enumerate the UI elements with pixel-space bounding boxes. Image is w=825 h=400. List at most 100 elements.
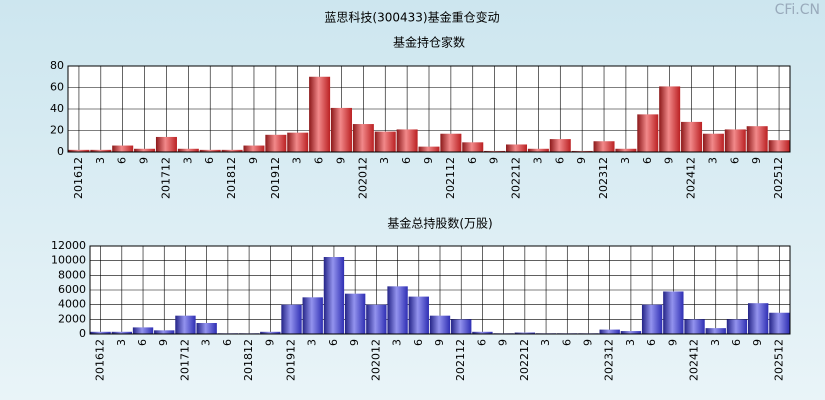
- bar: [90, 331, 111, 334]
- x-tick-label: 202512: [772, 339, 785, 381]
- bar: [154, 330, 175, 334]
- bar: [302, 297, 323, 334]
- bar: [243, 145, 265, 152]
- x-tick-label: 201912: [285, 339, 298, 381]
- bar: [330, 107, 352, 152]
- x-tick-label: 6: [466, 157, 479, 164]
- x-tick-label: 9: [751, 339, 764, 346]
- bar: [196, 323, 217, 334]
- bar: [705, 328, 726, 334]
- x-tick-label: 6: [412, 339, 425, 346]
- y-tick-label: 12000: [51, 239, 86, 252]
- x-tick-label: 201712: [178, 339, 191, 381]
- plot-border: [89, 245, 791, 335]
- x-tick-label: 9: [666, 339, 679, 346]
- x-tick-label: 3: [539, 339, 552, 346]
- bar: [265, 134, 287, 152]
- bar: [352, 124, 374, 152]
- x-tick-label: 202412: [685, 157, 698, 199]
- x-tick-label: 202012: [356, 157, 369, 199]
- x-tick-label: 202012: [369, 339, 382, 381]
- bar: [177, 148, 199, 152]
- bar: [418, 146, 440, 152]
- x-tick-label: 3: [115, 339, 128, 346]
- bar: [396, 129, 418, 152]
- x-tick-label: 3: [181, 157, 194, 164]
- x-tick-label: 9: [433, 339, 446, 346]
- chart-title: 基金总持股数(万股): [387, 216, 492, 231]
- bar: [260, 331, 281, 334]
- bar: [155, 136, 177, 152]
- bar: [90, 149, 112, 152]
- bar: [599, 329, 620, 334]
- x-tick-label: 9: [348, 339, 361, 346]
- bar: [462, 142, 484, 152]
- x-tick-label: 6: [136, 339, 149, 346]
- x-tick-label: 202112: [454, 339, 467, 381]
- x-tick-label: 3: [619, 157, 632, 164]
- bar: [615, 148, 637, 152]
- x-tick-label: 6: [730, 339, 743, 346]
- x-tick-label: 3: [94, 157, 107, 164]
- y-tick-label: 20: [50, 124, 64, 137]
- watermark: CFi.CN: [775, 2, 820, 18]
- bar: [366, 304, 387, 334]
- bar: [659, 86, 681, 152]
- y-tick-label: 10000: [51, 254, 86, 267]
- page-title: 蓝思科技(300433)基金重仓变动: [324, 10, 499, 25]
- bar: [440, 133, 462, 152]
- bar: [769, 312, 790, 334]
- x-tick-label: 202412: [688, 339, 701, 381]
- bar: [175, 315, 196, 334]
- x-tick-label: 6: [553, 157, 566, 164]
- bar: [323, 257, 345, 334]
- x-tick-label: 202112: [444, 157, 457, 199]
- bar: [593, 141, 615, 152]
- x-tick-label: 6: [641, 157, 654, 164]
- bar: [344, 293, 366, 334]
- bar: [684, 319, 705, 334]
- bar: [429, 315, 451, 334]
- y-tick-label: 2000: [58, 312, 86, 325]
- y-tick-label: 40: [50, 102, 64, 115]
- bar: [484, 150, 506, 152]
- bar: [726, 319, 748, 334]
- x-tick-label: 3: [706, 157, 719, 164]
- y-tick-label: 60: [50, 81, 64, 94]
- plot-border: [67, 65, 791, 153]
- bar: [637, 114, 659, 152]
- bar: [746, 126, 768, 152]
- bar: [221, 149, 243, 152]
- bar: [408, 296, 429, 334]
- x-tick-label: 6: [221, 339, 234, 346]
- x-tick-label: 6: [475, 339, 488, 346]
- x-tick-label: 6: [560, 339, 573, 346]
- x-tick-label: 9: [422, 157, 435, 164]
- x-tick-label: 3: [391, 339, 404, 346]
- bar: [724, 129, 746, 152]
- bar: [111, 331, 132, 334]
- x-tick-label: 201912: [269, 157, 282, 199]
- bar: [132, 327, 154, 334]
- y-tick-label: 80: [50, 59, 64, 72]
- x-tick-label: 3: [306, 339, 319, 346]
- bar: [620, 331, 642, 334]
- x-tick-label: 9: [663, 157, 676, 164]
- bar: [309, 76, 331, 152]
- bar: [199, 149, 221, 152]
- y-tick-label: 0: [57, 145, 64, 158]
- x-tick-label: 201812: [242, 339, 255, 381]
- bar: [549, 139, 571, 152]
- x-tick-label: 6: [645, 339, 658, 346]
- x-tick-label: 9: [575, 157, 588, 164]
- x-tick-label: 9: [497, 339, 510, 346]
- bar: [506, 144, 528, 152]
- x-tick-label: 9: [581, 339, 594, 346]
- x-tick-label: 6: [203, 157, 216, 164]
- bar: [681, 121, 703, 152]
- x-tick-label: 9: [750, 157, 763, 164]
- bar: [451, 319, 472, 334]
- y-tick-label: 4000: [58, 298, 86, 311]
- y-tick-label: 0: [79, 327, 86, 340]
